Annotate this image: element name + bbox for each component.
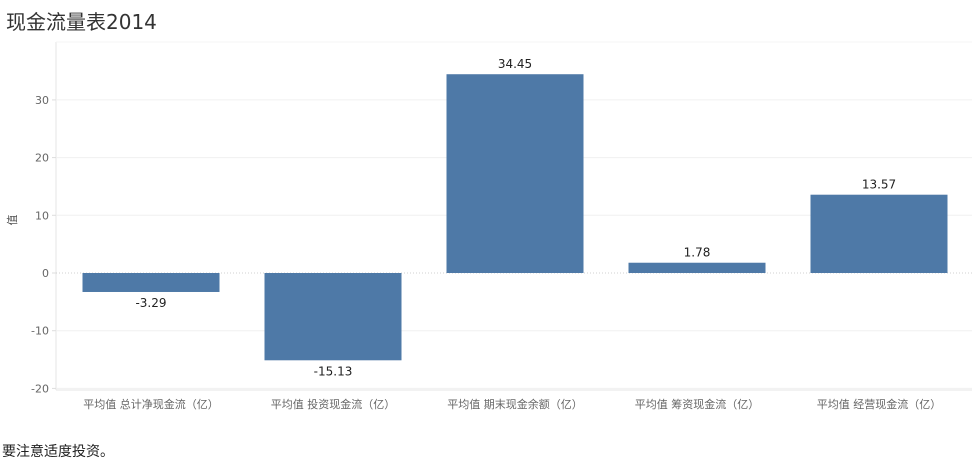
y-tick-label: 0 bbox=[42, 267, 49, 280]
y-tick-label: 10 bbox=[35, 209, 49, 222]
x-category-label: 平均值 经营现金流（亿） bbox=[817, 397, 942, 411]
data-label: -3.29 bbox=[135, 296, 166, 310]
y-tick-label: 20 bbox=[35, 152, 49, 165]
data-label: 13.57 bbox=[862, 178, 896, 192]
x-category-label: 平均值 期末现金余额（亿） bbox=[447, 397, 583, 411]
data-label: 34.45 bbox=[498, 57, 532, 71]
y-axis-label: 值 bbox=[6, 215, 19, 226]
x-category-label: 平均值 总计净现金流（亿） bbox=[83, 397, 219, 411]
bar bbox=[446, 74, 584, 273]
bar bbox=[628, 262, 766, 273]
y-tick-label: 30 bbox=[35, 94, 49, 107]
bar bbox=[810, 194, 948, 273]
x-category-label: 平均值 筹资现金流（亿） bbox=[635, 397, 760, 411]
y-tick-label: -20 bbox=[31, 382, 49, 395]
chart-title: 现金流量表2014 bbox=[6, 10, 157, 34]
x-category-label: 平均值 投资现金流（亿） bbox=[271, 397, 396, 411]
data-label: 1.78 bbox=[684, 246, 711, 260]
footnote: 要注意适度投资。 bbox=[2, 444, 114, 460]
bar bbox=[82, 273, 220, 292]
y-tick-label: -10 bbox=[31, 325, 49, 338]
data-label: -15.13 bbox=[314, 364, 353, 378]
bar bbox=[264, 273, 402, 361]
